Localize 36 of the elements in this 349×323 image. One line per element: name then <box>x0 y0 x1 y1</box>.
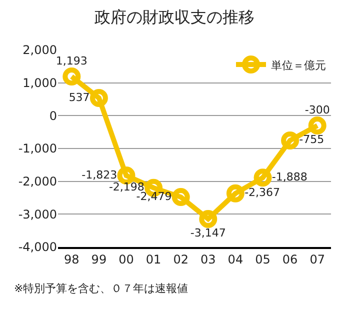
x-tick-label: 00 <box>118 252 134 266</box>
point <box>90 89 108 108</box>
point <box>226 184 244 202</box>
point <box>308 116 326 135</box>
x-tick-label: 03 <box>200 252 216 266</box>
x-tick-label: 98 <box>64 252 80 266</box>
point <box>62 68 81 86</box>
data-label: -3,147 <box>190 226 226 240</box>
y-tick-label: -4,000 <box>18 240 57 254</box>
x-tick-label: 02 <box>173 252 188 266</box>
x-tick-label: 05 <box>255 252 270 266</box>
x-tick-label: 99 <box>91 252 107 266</box>
y-tick-label: 1,000 <box>22 76 57 90</box>
data-label: -1,823 <box>82 168 118 182</box>
chart-title: 政府の財政収支の推移 <box>94 8 254 27</box>
y-tick-label: -1,000 <box>18 142 57 156</box>
data-label: -1,888 <box>272 170 308 184</box>
data-label: -2,367 <box>244 186 280 200</box>
point <box>281 131 300 150</box>
x-tick-label: 07 <box>310 252 325 266</box>
x-tick-label: 01 <box>146 252 162 266</box>
x-tick-label: 04 <box>228 252 244 266</box>
y-tick-label: 0 <box>49 108 57 123</box>
data-label: 537 <box>68 90 90 104</box>
y-tick-label: -3,000 <box>18 207 57 222</box>
x-tick-label: 06 <box>282 252 298 266</box>
data-label: -300 <box>304 104 330 117</box>
data-label: 1,193 <box>56 54 88 68</box>
point <box>199 210 218 228</box>
point <box>172 188 190 206</box>
legend-label: 単位＝億元 <box>271 58 326 72</box>
y-tick-label: -2,000 <box>18 174 57 189</box>
y-tick-label: 2,000 <box>22 43 57 58</box>
text: ※特別予算を含む、０７年は速報値 <box>14 282 188 295</box>
point <box>254 168 272 187</box>
data-label: -755 <box>299 133 324 146</box>
